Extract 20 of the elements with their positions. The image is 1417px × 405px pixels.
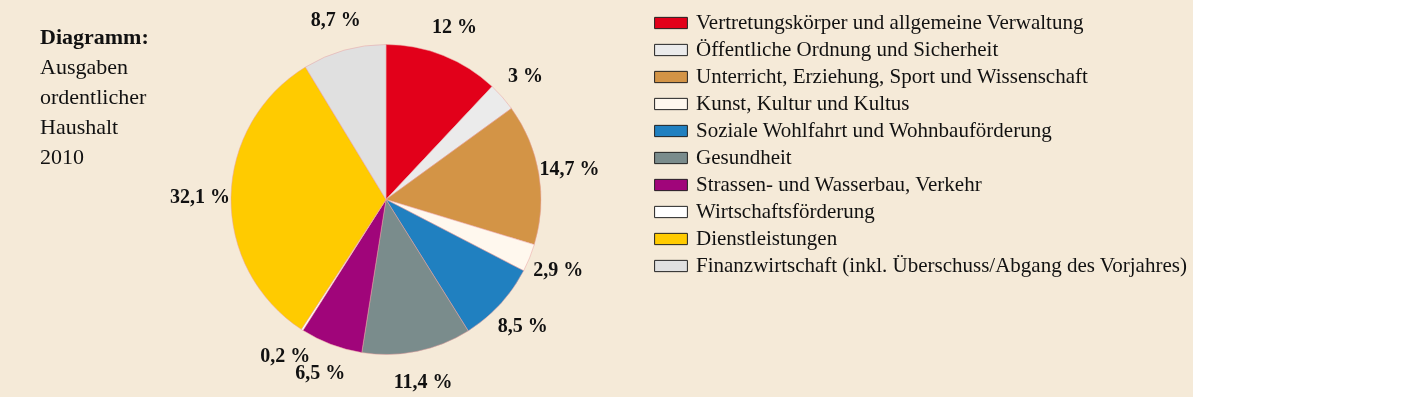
data-label: 2,9 % [533, 257, 584, 280]
legend-label: Strassen- und Wasserbau, Verkehr [696, 172, 982, 196]
legend-label: Öffentliche Ordnung und Sicherheit [696, 37, 999, 61]
data-label: 32,1 % [170, 184, 231, 207]
legend-label: Soziale Wohlfahrt und Wohnbauförderung [696, 118, 1053, 142]
legend-label: Gesundheit [696, 145, 792, 169]
text: Ausgaben ordentlicher Haushalt 2010 [40, 54, 147, 169]
data-label: 14,7 % [539, 156, 600, 179]
text: Diagramm: [40, 24, 149, 49]
data-label: 8,5 % [497, 313, 548, 336]
legend-label: Vertretungskörper und allgemeine Verwaltung [696, 10, 1084, 34]
data-label: 3 % [508, 64, 544, 87]
data-label: 11,4 % [393, 369, 453, 392]
legend-label: Dienstleistungen [696, 226, 838, 250]
data-label: 12 % [431, 14, 477, 37]
legend-label: Unterricht, Erziehung, Sport und Wissenschaft [696, 64, 1089, 88]
legend-label: Kunst, Kultur und Kultus [696, 91, 910, 115]
legend-label: Wirtschaftsförderung [696, 199, 876, 223]
legend-label: Finanzwirtschaft (inkl. Überschuss/Abgang des Vorjahres) [696, 253, 1187, 277]
data-label: 8,7 % [310, 8, 361, 31]
